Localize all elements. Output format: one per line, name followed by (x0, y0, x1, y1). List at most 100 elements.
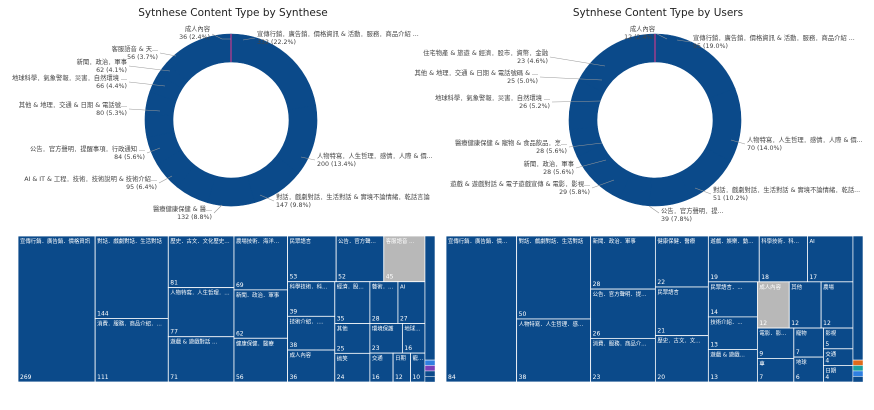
treemap-tile-rect[interactable] (707, 235, 760, 283)
treemap-tile[interactable]: 對話．戲劇對話．生活對話 50 (516, 235, 592, 320)
treemap-tile[interactable]: 歷史．古文．文化歷史… 81 (167, 235, 235, 289)
treemap-tile[interactable]: 寵物 7 (793, 327, 824, 358)
treemap-tile[interactable]: 經濟．股… 35 (334, 281, 371, 324)
treemap-tile-rect[interactable] (17, 235, 96, 383)
treemap-tile[interactable]: 對話．戲劇對話．生活對話 144 (94, 235, 169, 319)
treemap-tile-rect[interactable] (793, 327, 824, 358)
treemap-tile[interactable]: AI 27 (397, 281, 426, 324)
treemap-tile[interactable]: 遊戲．娛樂．動… 19 (707, 235, 760, 283)
treemap-small-tile[interactable] (424, 365, 436, 372)
treemap-tile[interactable]: 地球… 16 (401, 323, 426, 354)
treemap-tile[interactable]: 客服語音 … 45 (383, 235, 426, 283)
treemap-tile-rect[interactable] (335, 235, 385, 283)
treemap-tile-rect[interactable] (807, 235, 854, 283)
treemap-small-tile[interactable] (852, 235, 864, 361)
treemap-tile[interactable]: 遊戲 & 遊戲對話 … 71 (167, 336, 235, 383)
treemap-tile[interactable]: 藝術．… 28 (369, 281, 399, 324)
treemap-tile-rect[interactable] (516, 318, 592, 383)
treemap-tile[interactable]: 新聞．政治．軍事 28 (590, 235, 656, 290)
treemap-small-tile[interactable] (852, 359, 864, 366)
treemap-tile[interactable]: 民眾語言．... 14 (707, 281, 758, 318)
treemap-tile-rect[interactable] (707, 281, 758, 318)
treemap-tile[interactable]: 寵… 10 (410, 352, 426, 383)
treemap-tile[interactable]: 民眾語言 53 (287, 235, 337, 283)
treemap-tile[interactable]: 影視 5 (823, 327, 854, 350)
treemap-tile-rect[interactable] (94, 235, 169, 319)
treemap-tile[interactable]: 技術介紹．.… 38 (287, 315, 336, 351)
treemap-small-tile[interactable] (852, 370, 864, 377)
treemap-tile-rect[interactable] (233, 337, 289, 383)
treemap-tile-rect[interactable] (590, 235, 656, 290)
treemap-tile-rect[interactable] (287, 349, 336, 383)
treemap-small-tile[interactable] (424, 235, 436, 361)
treemap-tile[interactable]: AI 17 (807, 235, 854, 283)
treemap-tile-rect[interactable] (397, 281, 426, 324)
treemap-tile-rect[interactable] (287, 281, 336, 317)
treemap-tile[interactable]: 其他 12 (788, 281, 822, 329)
treemap-tile-rect[interactable] (287, 235, 337, 283)
treemap-tile-rect[interactable] (334, 323, 371, 354)
treemap-tile[interactable]: 消費．服務．商品介… 23 (590, 337, 656, 383)
treemap-tile-rect[interactable] (369, 281, 399, 324)
treemap-tile-rect[interactable] (707, 349, 758, 383)
treemap-tile[interactable]: 交通4 (823, 348, 854, 366)
treemap-tile-rect[interactable] (287, 315, 336, 351)
treemap-small-tile[interactable] (852, 365, 864, 372)
treemap-tile-rect[interactable] (167, 336, 235, 383)
treemap-tile[interactable]: 其他 25 (334, 323, 371, 354)
treemap-tile[interactable]: 健康保健．醫療 56 (233, 337, 289, 383)
treemap-small-tile[interactable] (852, 376, 864, 383)
treemap-tile[interactable]: 宣傳行銷．廣告銷．價格資訊 269 (17, 235, 96, 383)
treemap-tile[interactable]: 民眾語言 21 (654, 286, 709, 337)
treemap-tile-rect[interactable] (445, 235, 518, 383)
treemap-tile[interactable]: 公告．官方聲明．提… 26 (590, 288, 656, 339)
treemap-small-tile[interactable] (424, 359, 436, 366)
donut-slice[interactable] (705, 87, 742, 162)
treemap-tile[interactable]: 歷史．古文．文… 20 (654, 335, 709, 383)
treemap-tile[interactable]: 農場 12 (820, 281, 854, 329)
treemap-tile[interactable]: 公告．官方聲… 52 (335, 235, 385, 283)
treemap-tile-rect[interactable] (758, 235, 808, 283)
treemap-tile-rect[interactable] (590, 337, 656, 383)
treemap-tile[interactable]: 搞笑 24 (334, 352, 371, 383)
treemap-tile[interactable]: 技術介紹．... 13 (707, 316, 758, 350)
treemap-small-tile[interactable] (424, 370, 436, 377)
treemap-tile-rect[interactable] (383, 235, 426, 283)
treemap-tile-rect[interactable] (820, 281, 854, 329)
treemap-tile-rect[interactable] (654, 235, 709, 288)
treemap-tile-rect[interactable] (793, 356, 824, 383)
treemap-tile[interactable]: 人物特寫．人生哲理．… 77 (167, 287, 235, 338)
treemap-tile-rect[interactable] (756, 327, 795, 359)
treemap-tile-rect[interactable] (334, 352, 371, 383)
treemap-small-tile[interactable] (424, 376, 436, 383)
donut-slice[interactable] (207, 175, 256, 207)
treemap-tile-rect[interactable] (167, 235, 235, 289)
treemap-tile-rect[interactable] (334, 281, 371, 324)
treemap-tile[interactable]: 健康保健．醫療 22 (654, 235, 709, 288)
treemap-tile[interactable]: 環境保護 23 (369, 323, 403, 354)
treemap-tile[interactable]: 成人內容 12 (756, 281, 790, 329)
treemap-tile-rect[interactable] (654, 335, 709, 383)
treemap-tile-rect[interactable] (788, 281, 822, 329)
treemap-tile[interactable]: 遊戲 & 遊戲… 13 (707, 349, 758, 383)
treemap-tile-rect[interactable] (369, 323, 403, 354)
treemap-tile-value: 21 (657, 328, 665, 335)
treemap-tile-rect[interactable] (94, 318, 169, 383)
treemap-tile[interactable]: 電影．影… 9 (756, 327, 795, 359)
treemap-tile[interactable]: 新聞．政治．軍事 62 (233, 289, 289, 339)
treemap-tile[interactable]: 地球 6 (793, 356, 824, 383)
treemap-tile-rect[interactable] (516, 235, 592, 320)
treemap-tile[interactable]: 日期4 (823, 365, 854, 383)
treemap-tile-rect[interactable] (707, 316, 758, 350)
treemap-tile[interactable]: 成人內容 36 (287, 349, 336, 383)
treemap-tile[interactable]: 車7 (756, 358, 795, 383)
treemap-tile[interactable]: 農場技術．海洋… 69 (233, 235, 289, 291)
treemap-tile[interactable]: 日期 12 (392, 352, 411, 383)
treemap-tile[interactable]: 消費．服務．商品介紹．… 111 (94, 318, 169, 383)
treemap-tile[interactable]: 人物特寫．人生哲理．感… 38 (516, 318, 592, 383)
treemap-tile[interactable]: 交通 16 (369, 352, 394, 383)
treemap-tile[interactable]: 宣傳行銷．廣告銷．價… 84 (445, 235, 518, 383)
treemap-tile[interactable]: 科學技術．科… 18 (758, 235, 808, 283)
donut-label-category: 其他 & 地理．交通 & 日期 & 電話號... (19, 100, 127, 109)
treemap-tile[interactable]: 科學技術．科… 39 (287, 281, 336, 317)
